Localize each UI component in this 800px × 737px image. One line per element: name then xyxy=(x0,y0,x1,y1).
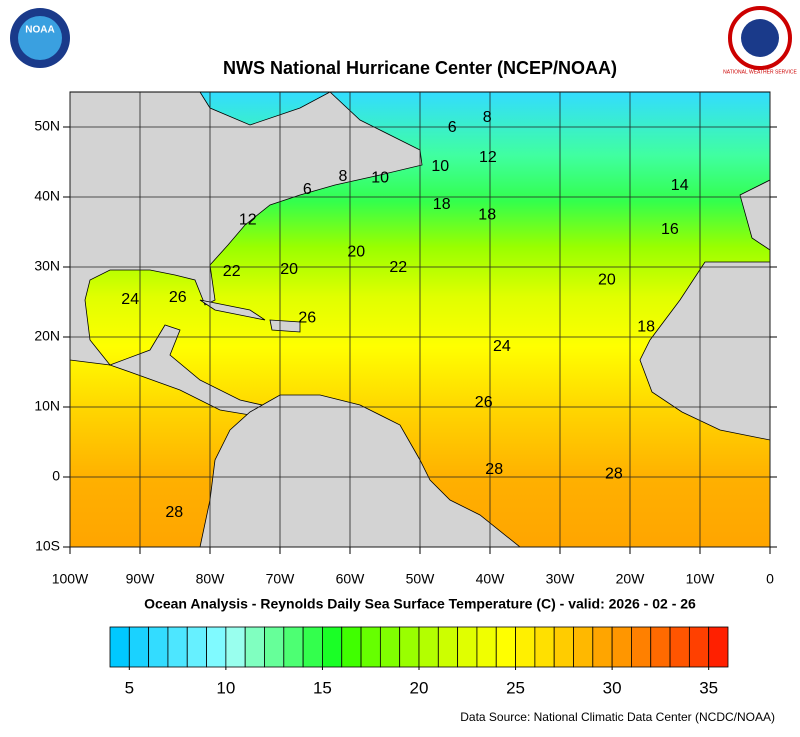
colorbar-cell xyxy=(650,626,671,668)
colorbar-cell xyxy=(688,626,710,668)
colorbar-cell xyxy=(534,626,555,668)
x-tick-label: 40W xyxy=(476,571,506,587)
colorbar-label: 15 xyxy=(313,678,332,697)
contour-label: 24 xyxy=(493,338,511,355)
colorbar-label: 30 xyxy=(603,678,622,697)
colorbar-cell xyxy=(322,626,343,668)
contour-label: 8 xyxy=(339,168,348,185)
contour-label: 26 xyxy=(298,309,316,326)
logo-noaa: NOAA xyxy=(10,8,70,68)
logo-text: NATIONAL WEATHER SERVICE xyxy=(723,69,797,75)
colorbar-cell xyxy=(225,626,246,668)
contour-label: 16 xyxy=(661,221,679,238)
contour-label: 22 xyxy=(389,259,407,276)
contour-label: 6 xyxy=(303,181,312,198)
colorbar-label: 10 xyxy=(216,678,235,697)
land xyxy=(269,319,301,333)
contour-label: 12 xyxy=(479,149,497,166)
subtitle: Ocean Analysis - Reynolds Daily Sea Surf… xyxy=(144,596,696,612)
colorbar-label: 5 xyxy=(125,678,134,697)
land xyxy=(108,324,263,416)
y-tick-label: 10N xyxy=(34,398,60,414)
source: Data Source: National Climatic Data Cent… xyxy=(460,710,775,724)
logo-nws: NATIONAL WEATHER SERVICE xyxy=(723,6,798,75)
x-tick-label: 10W xyxy=(686,571,716,587)
colorbar-cell xyxy=(611,626,632,668)
colorbar-cell xyxy=(167,626,188,668)
colorbar-label: 20 xyxy=(410,678,429,697)
contour-label: 28 xyxy=(165,504,183,521)
x-tick-label: 90W xyxy=(126,571,156,587)
colorbar-cell xyxy=(244,626,265,668)
land xyxy=(639,261,770,441)
x-tick-label: 50W xyxy=(406,571,436,587)
contour-label: 20 xyxy=(598,272,616,289)
colorbar-cell xyxy=(515,626,536,668)
contour-label: 8 xyxy=(483,109,492,126)
contour-label: 18 xyxy=(478,206,496,223)
contour-label: 24 xyxy=(121,291,139,308)
contour-label: 20 xyxy=(347,244,365,261)
contour-label: 20 xyxy=(280,261,298,278)
colorbar-label: 25 xyxy=(506,678,525,697)
colorbar-cell xyxy=(457,626,478,668)
y-tick-label: 20N xyxy=(34,328,60,344)
colorbar-cell xyxy=(495,626,516,668)
colorbar-cell xyxy=(302,626,323,668)
colorbar-cell xyxy=(264,626,285,668)
y-tick-label: 0 xyxy=(52,468,60,484)
colorbar-cell xyxy=(437,626,459,668)
contour-label: 12 xyxy=(239,211,257,228)
colorbar-cell xyxy=(148,626,169,668)
y-tick-label: 50N xyxy=(34,118,60,134)
colorbar-cell xyxy=(669,626,690,668)
x-tick-label: 80W xyxy=(196,571,226,587)
contour-label: 18 xyxy=(433,196,451,213)
logo-text: NOAA xyxy=(25,25,54,36)
contour-label: 22 xyxy=(223,263,241,280)
colorbar-cell xyxy=(186,626,207,668)
contour-label: 26 xyxy=(475,394,493,411)
contour-label: 28 xyxy=(605,465,623,482)
colorbar-cell xyxy=(553,626,574,668)
contour-label: 28 xyxy=(485,461,503,478)
land xyxy=(739,179,770,251)
colorbar-label: 35 xyxy=(699,678,718,697)
colorbar-cell xyxy=(592,626,613,668)
colorbar-cell xyxy=(360,626,381,668)
x-tick-label: 0 xyxy=(766,571,774,587)
x-tick-label: 30W xyxy=(546,571,576,587)
contour-label: 18 xyxy=(637,318,655,335)
colorbar-cell xyxy=(476,626,497,668)
y-tick-label: 10S xyxy=(35,538,60,554)
colorbar-cell xyxy=(109,626,130,668)
contour-label: 10 xyxy=(431,158,449,175)
colorbar-cell xyxy=(573,626,594,668)
y-tick-label: 40N xyxy=(34,188,60,204)
colorbar-cell xyxy=(631,626,652,668)
y-tick-label: 30N xyxy=(34,258,60,274)
colorbar-cell xyxy=(206,626,227,668)
x-tick-label: 100W xyxy=(52,571,89,587)
contour-label: 26 xyxy=(169,289,187,306)
colorbar-cell xyxy=(283,626,304,668)
x-tick-label: 70W xyxy=(266,571,296,587)
colorbar-cell xyxy=(341,626,362,668)
contour-label: 10 xyxy=(371,169,389,186)
x-tick-label: 20W xyxy=(616,571,646,587)
colorbar-cell xyxy=(128,626,150,668)
colorbar-cell xyxy=(708,626,729,668)
x-tick-label: 60W xyxy=(336,571,366,587)
contour-label: 14 xyxy=(671,177,689,194)
colorbar-cell xyxy=(399,626,420,668)
colorbar-cell xyxy=(418,626,439,668)
land xyxy=(70,92,423,366)
contour-label: 6 xyxy=(448,119,457,136)
colorbar-cell xyxy=(379,626,401,668)
chart-title: NWS National Hurricane Center (NCEP/NOAA… xyxy=(223,58,617,78)
